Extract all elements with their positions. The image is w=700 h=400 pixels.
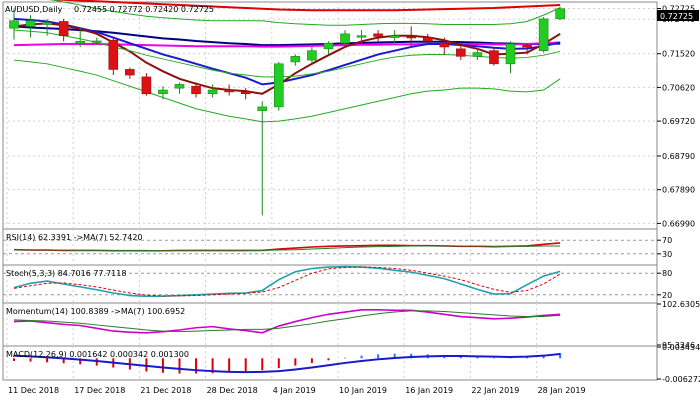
- moving-average-line: [13, 59, 561, 123]
- price-axis-label: 0.66990: [662, 219, 695, 228]
- stoch-series-line: [13, 265, 561, 298]
- stoch-pane-title: Stoch(5,3,3) 84.7016 77.7118: [6, 269, 126, 278]
- x-axis-tick-label: 17 Dec 2018: [74, 386, 125, 395]
- momentum-pane-title: Momentum(14) 100.8389 ->MA(7) 100.6952: [6, 307, 185, 316]
- candle-body: [505, 43, 516, 65]
- candle-body: [456, 48, 466, 57]
- rsi-axis-label: 70: [662, 236, 672, 245]
- macd-pane-frame[interactable]: [2, 345, 658, 381]
- x-axis-tick-label: 28 Jan 2019: [538, 386, 586, 395]
- price-axis-label: 0.68790: [662, 152, 695, 161]
- rsi-pane-title: RSI(14) 62.3391 ->MA(7) 52.7420: [6, 233, 143, 242]
- candle-body: [555, 8, 565, 20]
- momentum-axis-label: 95.3246: [662, 341, 695, 350]
- price-axis-label: 0.70620: [662, 83, 695, 92]
- candle-body: [25, 20, 36, 27]
- rsi-series-line: [14, 245, 561, 252]
- moving-average-line: [47, 0, 561, 12]
- price-axis-label: 0.69720: [662, 117, 695, 126]
- candle-body: [538, 18, 549, 51]
- price-plot: [9, 0, 565, 216]
- macd-axis-label: 0.003434: [662, 343, 700, 352]
- moving-average-line: [13, 41, 561, 48]
- candle-body: [174, 84, 185, 89]
- candle-body: [340, 33, 350, 44]
- moving-average-line: [49, 0, 561, 26]
- momentum-plot: [13, 308, 561, 334]
- candle-body: [439, 42, 450, 48]
- candle-body: [207, 89, 218, 95]
- candle-body: [522, 44, 532, 48]
- candle-body: [224, 89, 234, 93]
- x-axis-tick-label: 11 Dec 2018: [8, 386, 59, 395]
- candle-body: [58, 21, 69, 37]
- last-price-label: 0.72725: [660, 12, 693, 21]
- candle-body: [489, 50, 499, 65]
- candle-body: [307, 50, 317, 61]
- moving-average-line: [13, 29, 561, 78]
- last-price-badge: [657, 10, 699, 21]
- macd-pane-title: MACD(12,26,9) 0.001642 0.000342 0.001300: [6, 350, 189, 359]
- candle-body: [158, 89, 168, 95]
- x-axis-tick-label: 22 Jan 2019: [471, 386, 519, 395]
- rsi-axis-label: 30: [662, 250, 672, 259]
- moving-average-line: [13, 17, 561, 86]
- macd-signal-line: [13, 353, 561, 374]
- candle-body: [389, 35, 400, 38]
- price-axis-label: 0.72725: [662, 5, 695, 14]
- rsi-plot: [3, 239, 657, 255]
- moving-average-line: [13, 25, 561, 47]
- candle-body: [273, 63, 284, 108]
- x-axis-tick-label: 21 Dec 2018: [140, 386, 191, 395]
- ohlc-readout: 0.72455 0.72772 0.72420 0.72725: [74, 5, 214, 14]
- candle-body: [191, 85, 201, 95]
- candle-body: [290, 56, 301, 63]
- stoch-series-line: [13, 266, 561, 297]
- momentum-series-line: [13, 308, 561, 334]
- candle-body: [323, 42, 334, 50]
- stoch-axis-label: 80: [662, 269, 672, 278]
- price-axis-label: 0.67890: [662, 186, 695, 195]
- candle-body: [373, 33, 383, 37]
- x-axis-tick-label: 16 Jan 2019: [405, 386, 453, 395]
- momentum-axis-label: 102.6305: [662, 300, 700, 309]
- candle-body: [91, 40, 102, 43]
- candle-body: [125, 69, 135, 76]
- price-axis-label: 0.71520: [662, 50, 695, 59]
- candle-body: [356, 35, 367, 38]
- macd-axis-label: -0.006272: [662, 375, 700, 384]
- x-axis-tick-label: 28 Dec 2018: [207, 386, 258, 395]
- macd-plot: [13, 353, 562, 374]
- moving-average-line: [13, 22, 561, 95]
- candle-body: [406, 36, 417, 39]
- candle-body: [42, 22, 52, 25]
- price-pane-title: AUDUSD,Daily: [5, 5, 63, 14]
- candle-body: [75, 41, 85, 44]
- x-axis-tick-label: 10 Jan 2019: [339, 386, 387, 395]
- stoch-plot: [3, 265, 657, 298]
- candle-body: [257, 106, 268, 111]
- candle-body: [108, 39, 119, 70]
- stoch-axis-label: 20: [662, 291, 672, 300]
- momentum-series-line: [13, 310, 561, 333]
- candle-body: [9, 20, 19, 29]
- candle-body: [472, 52, 483, 57]
- candle-body: [240, 91, 251, 95]
- candle-body: [141, 76, 152, 95]
- candle-body: [422, 37, 433, 42]
- x-axis-tick-label: 4 Jan 2019: [273, 386, 316, 395]
